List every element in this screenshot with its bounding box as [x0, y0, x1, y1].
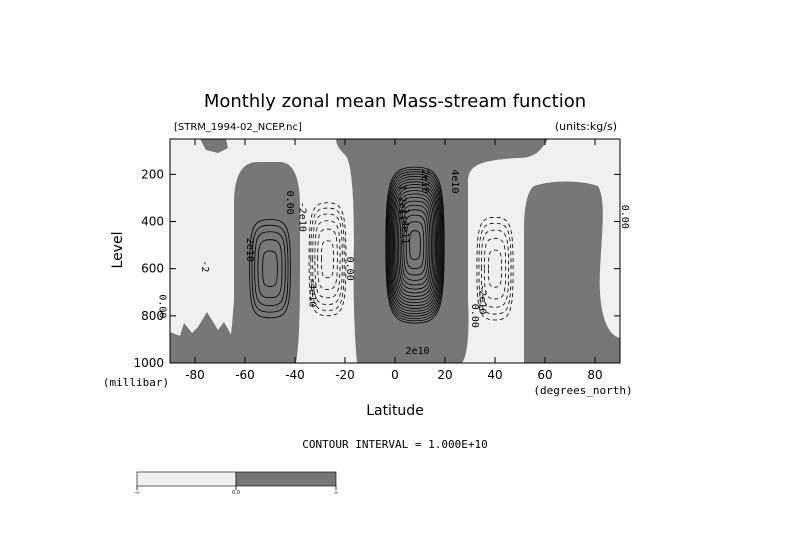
contour-label: 1.4e11	[399, 208, 410, 244]
x-tick-label: 80	[587, 368, 602, 382]
contour-label: 0.00	[344, 257, 355, 281]
positive-contour	[405, 221, 425, 270]
positive-contour	[391, 184, 439, 307]
colorbar-negative	[136, 471, 237, 487]
positive-contour	[386, 168, 444, 322]
positive-contour	[394, 190, 436, 301]
positive-contour	[390, 181, 440, 309]
contour-label: -2	[199, 260, 210, 272]
shade-sh-bottom	[170, 312, 234, 363]
negative-contour	[478, 222, 512, 315]
positive-contour	[396, 196, 434, 294]
chart-title: Monthly zonal mean Mass-stream function	[204, 91, 586, 112]
negative-contour	[476, 216, 514, 321]
x-tick-label: -80	[185, 368, 205, 382]
y-tick-label: 800	[141, 309, 164, 323]
positive-contour	[385, 166, 445, 324]
positive-contour	[401, 209, 429, 281]
positive-contour	[393, 187, 437, 304]
positive-contour	[262, 250, 278, 287]
colorbar: -∞ 0.0 ∞	[134, 471, 338, 496]
contour-label: 0.00	[284, 191, 295, 215]
negative-contour	[308, 202, 347, 317]
x-tick-label: 60	[537, 368, 552, 382]
y-axis-label: Level	[110, 232, 126, 269]
negative-contour	[321, 240, 334, 279]
negative-contour	[312, 213, 343, 305]
positive-contour	[254, 231, 286, 307]
contour-lines	[249, 166, 514, 324]
negative-contour	[488, 249, 502, 288]
units-label: (units:kg/s)	[555, 120, 617, 133]
x-tick-label: 40	[487, 368, 502, 382]
contour-label: -2e10	[477, 284, 488, 314]
shade-top-left	[200, 139, 228, 153]
contour-label: 1.2e11	[397, 185, 408, 221]
x-axis-label: Latitude	[366, 403, 424, 419]
y-unit-label: (millibar)	[103, 376, 169, 389]
positive-contour	[388, 176, 442, 315]
contour-label: 2e10	[244, 238, 255, 262]
negative-contour	[480, 229, 510, 308]
contour-label: 0.00	[619, 205, 630, 229]
contour-label: 2e10	[419, 169, 430, 193]
positive-contour	[257, 239, 283, 299]
positive-contour	[403, 214, 427, 276]
axes: -80 -60 -40 -20 0 20 40 60 80 200 400 600 800 1000	[133, 139, 620, 382]
positive-contour	[398, 200, 432, 290]
contour-label: -4e10	[307, 277, 318, 307]
contour-label: 2e10	[405, 346, 429, 357]
contour-label: 0.00	[157, 294, 168, 318]
x-tick-label: -20	[335, 368, 355, 382]
colorbar-positive	[235, 471, 337, 487]
x-tick-label: -60	[235, 368, 255, 382]
y-tick-label: 400	[141, 215, 164, 229]
positive-contour	[249, 219, 291, 319]
x-tick-label: -40	[285, 368, 305, 382]
contour-label: -2e10	[297, 202, 308, 232]
contour-label: 0.00	[469, 304, 480, 328]
colorbar-label-max: ∞	[334, 490, 338, 496]
shade-sh-cell	[230, 162, 300, 363]
negative-contour	[483, 238, 507, 300]
positive-contour	[251, 224, 289, 313]
contour-labels: 0.00 -2e102e10-4e100.000.00-21.2e111.4e11…	[157, 169, 631, 357]
x-tick-label: 0	[391, 368, 399, 382]
positive-contour	[409, 230, 421, 260]
positive-contour	[387, 171, 443, 319]
y-tick-label: 200	[141, 167, 164, 181]
colorbar-label-min: -∞	[134, 490, 140, 496]
negative-contour	[317, 228, 338, 290]
x-tick-label: 20	[437, 368, 452, 382]
shade-nh-cell	[524, 181, 620, 363]
colorbar-label-zero: 0.0	[232, 490, 240, 496]
contour-interval-label: CONTOUR INTERVAL = 1.000E+10	[302, 438, 487, 451]
x-unit-label: (degrees_north)	[533, 384, 632, 397]
positive-contour	[395, 193, 435, 297]
negative-contour	[310, 207, 345, 311]
file-label: [STRM_1994-02_NCEP.nc]	[174, 122, 302, 133]
positive-contour	[389, 178, 441, 312]
y-tick-label: 600	[141, 262, 164, 276]
positive-contour	[388, 173, 442, 317]
contour-label: 4e10	[449, 169, 460, 193]
positive-contour	[399, 204, 431, 286]
negative-contour	[314, 220, 341, 299]
y-tick-label: 1000	[133, 356, 164, 370]
